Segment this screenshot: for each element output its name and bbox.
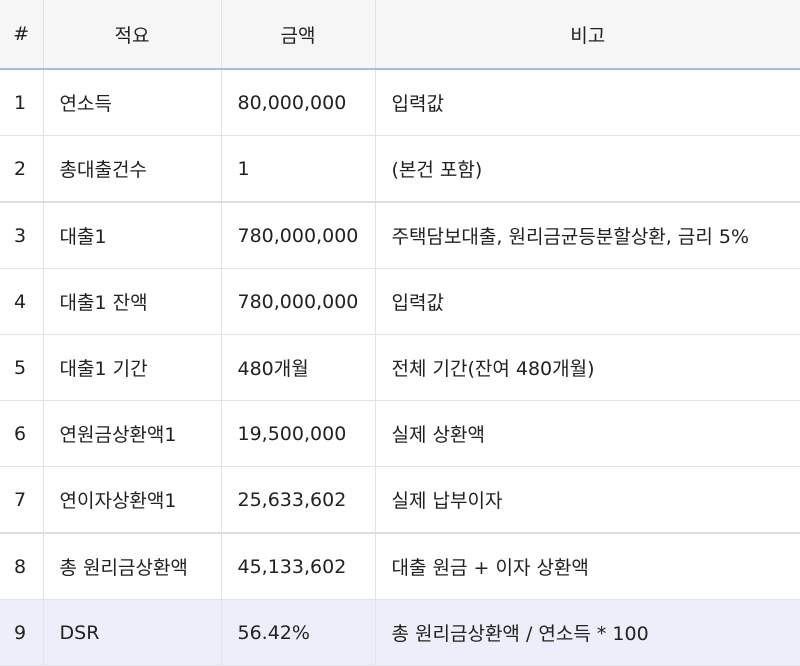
table-row: 3 대출1 780,000,000 주택담보대출, 원리금균등분할상환, 금리 …	[0, 201, 800, 269]
row-note: 대출 원금 + 이자 상환액	[375, 532, 800, 600]
row-number: 3	[0, 201, 44, 269]
row-number: 6	[0, 400, 44, 467]
table-row: 4 대출1 잔액 780,000,000 입력값	[0, 268, 800, 335]
row-amount: 780,000,000	[221, 268, 376, 335]
table-row: 5 대출1 기간 480개월 전체 기간(잔여 480개월)	[0, 334, 800, 401]
row-note: 실제 상환액	[375, 400, 800, 467]
row-title: DSR	[43, 599, 222, 666]
row-amount: 480개월	[221, 334, 376, 401]
table-header: # 적요 금액 비고	[0, 0, 800, 70]
row-number: 5	[0, 334, 44, 401]
header-amount: 금액	[221, 0, 376, 70]
row-amount: 780,000,000	[221, 201, 376, 269]
row-title: 총대출건수	[43, 135, 222, 203]
row-amount: 19,500,000	[221, 400, 376, 467]
table-row: 8 총 원리금상환액 45,133,602 대출 원금 + 이자 상환액	[0, 532, 800, 600]
row-title: 연이자상환액1	[43, 466, 222, 534]
row-number: 4	[0, 268, 44, 335]
header-number: #	[0, 0, 44, 70]
row-note: 입력값	[375, 69, 800, 136]
row-title: 총 원리금상환액	[43, 532, 222, 600]
row-number: 2	[0, 135, 44, 203]
row-amount: 56.42%	[221, 599, 376, 666]
row-title: 대출1 기간	[43, 334, 222, 401]
row-amount: 1	[221, 135, 376, 203]
table-row: 7 연이자상환액1 25,633,602 실제 납부이자	[0, 466, 800, 534]
row-title: 연원금상환액1	[43, 400, 222, 467]
row-note: 입력값	[375, 268, 800, 335]
table-row: 1 연소득 80,000,000 입력값	[0, 69, 800, 136]
table-row: 6 연원금상환액1 19,500,000 실제 상환액	[0, 400, 800, 467]
row-amount: 25,633,602	[221, 466, 376, 534]
table-row-dsr: 9 DSR 56.42% 총 원리금상환액 / 연소득 * 100	[0, 599, 800, 666]
row-title: 대출1	[43, 201, 222, 269]
row-number: 8	[0, 532, 44, 600]
header-title: 적요	[43, 0, 222, 70]
row-note: 전체 기간(잔여 480개월)	[375, 334, 800, 401]
table-row: 2 총대출건수 1 (본건 포함)	[0, 135, 800, 203]
row-number: 9	[0, 599, 44, 666]
row-note: 주택담보대출, 원리금균등분할상환, 금리 5%	[375, 201, 800, 269]
row-note: 실제 납부이자	[375, 466, 800, 534]
row-title: 연소득	[43, 69, 222, 136]
row-amount: 80,000,000	[221, 69, 376, 136]
row-number: 1	[0, 69, 44, 136]
row-title: 대출1 잔액	[43, 268, 222, 335]
header-row: # 적요 금액 비고	[0, 0, 800, 70]
row-note: 총 원리금상환액 / 연소득 * 100	[375, 599, 800, 666]
table-body: 1 연소득 80,000,000 입력값 2 총대출건수 1 (본건 포함) 3…	[0, 69, 800, 666]
row-amount: 45,133,602	[221, 532, 376, 600]
header-note: 비고	[375, 0, 800, 70]
row-number: 7	[0, 466, 44, 534]
row-note: (본건 포함)	[375, 135, 800, 203]
